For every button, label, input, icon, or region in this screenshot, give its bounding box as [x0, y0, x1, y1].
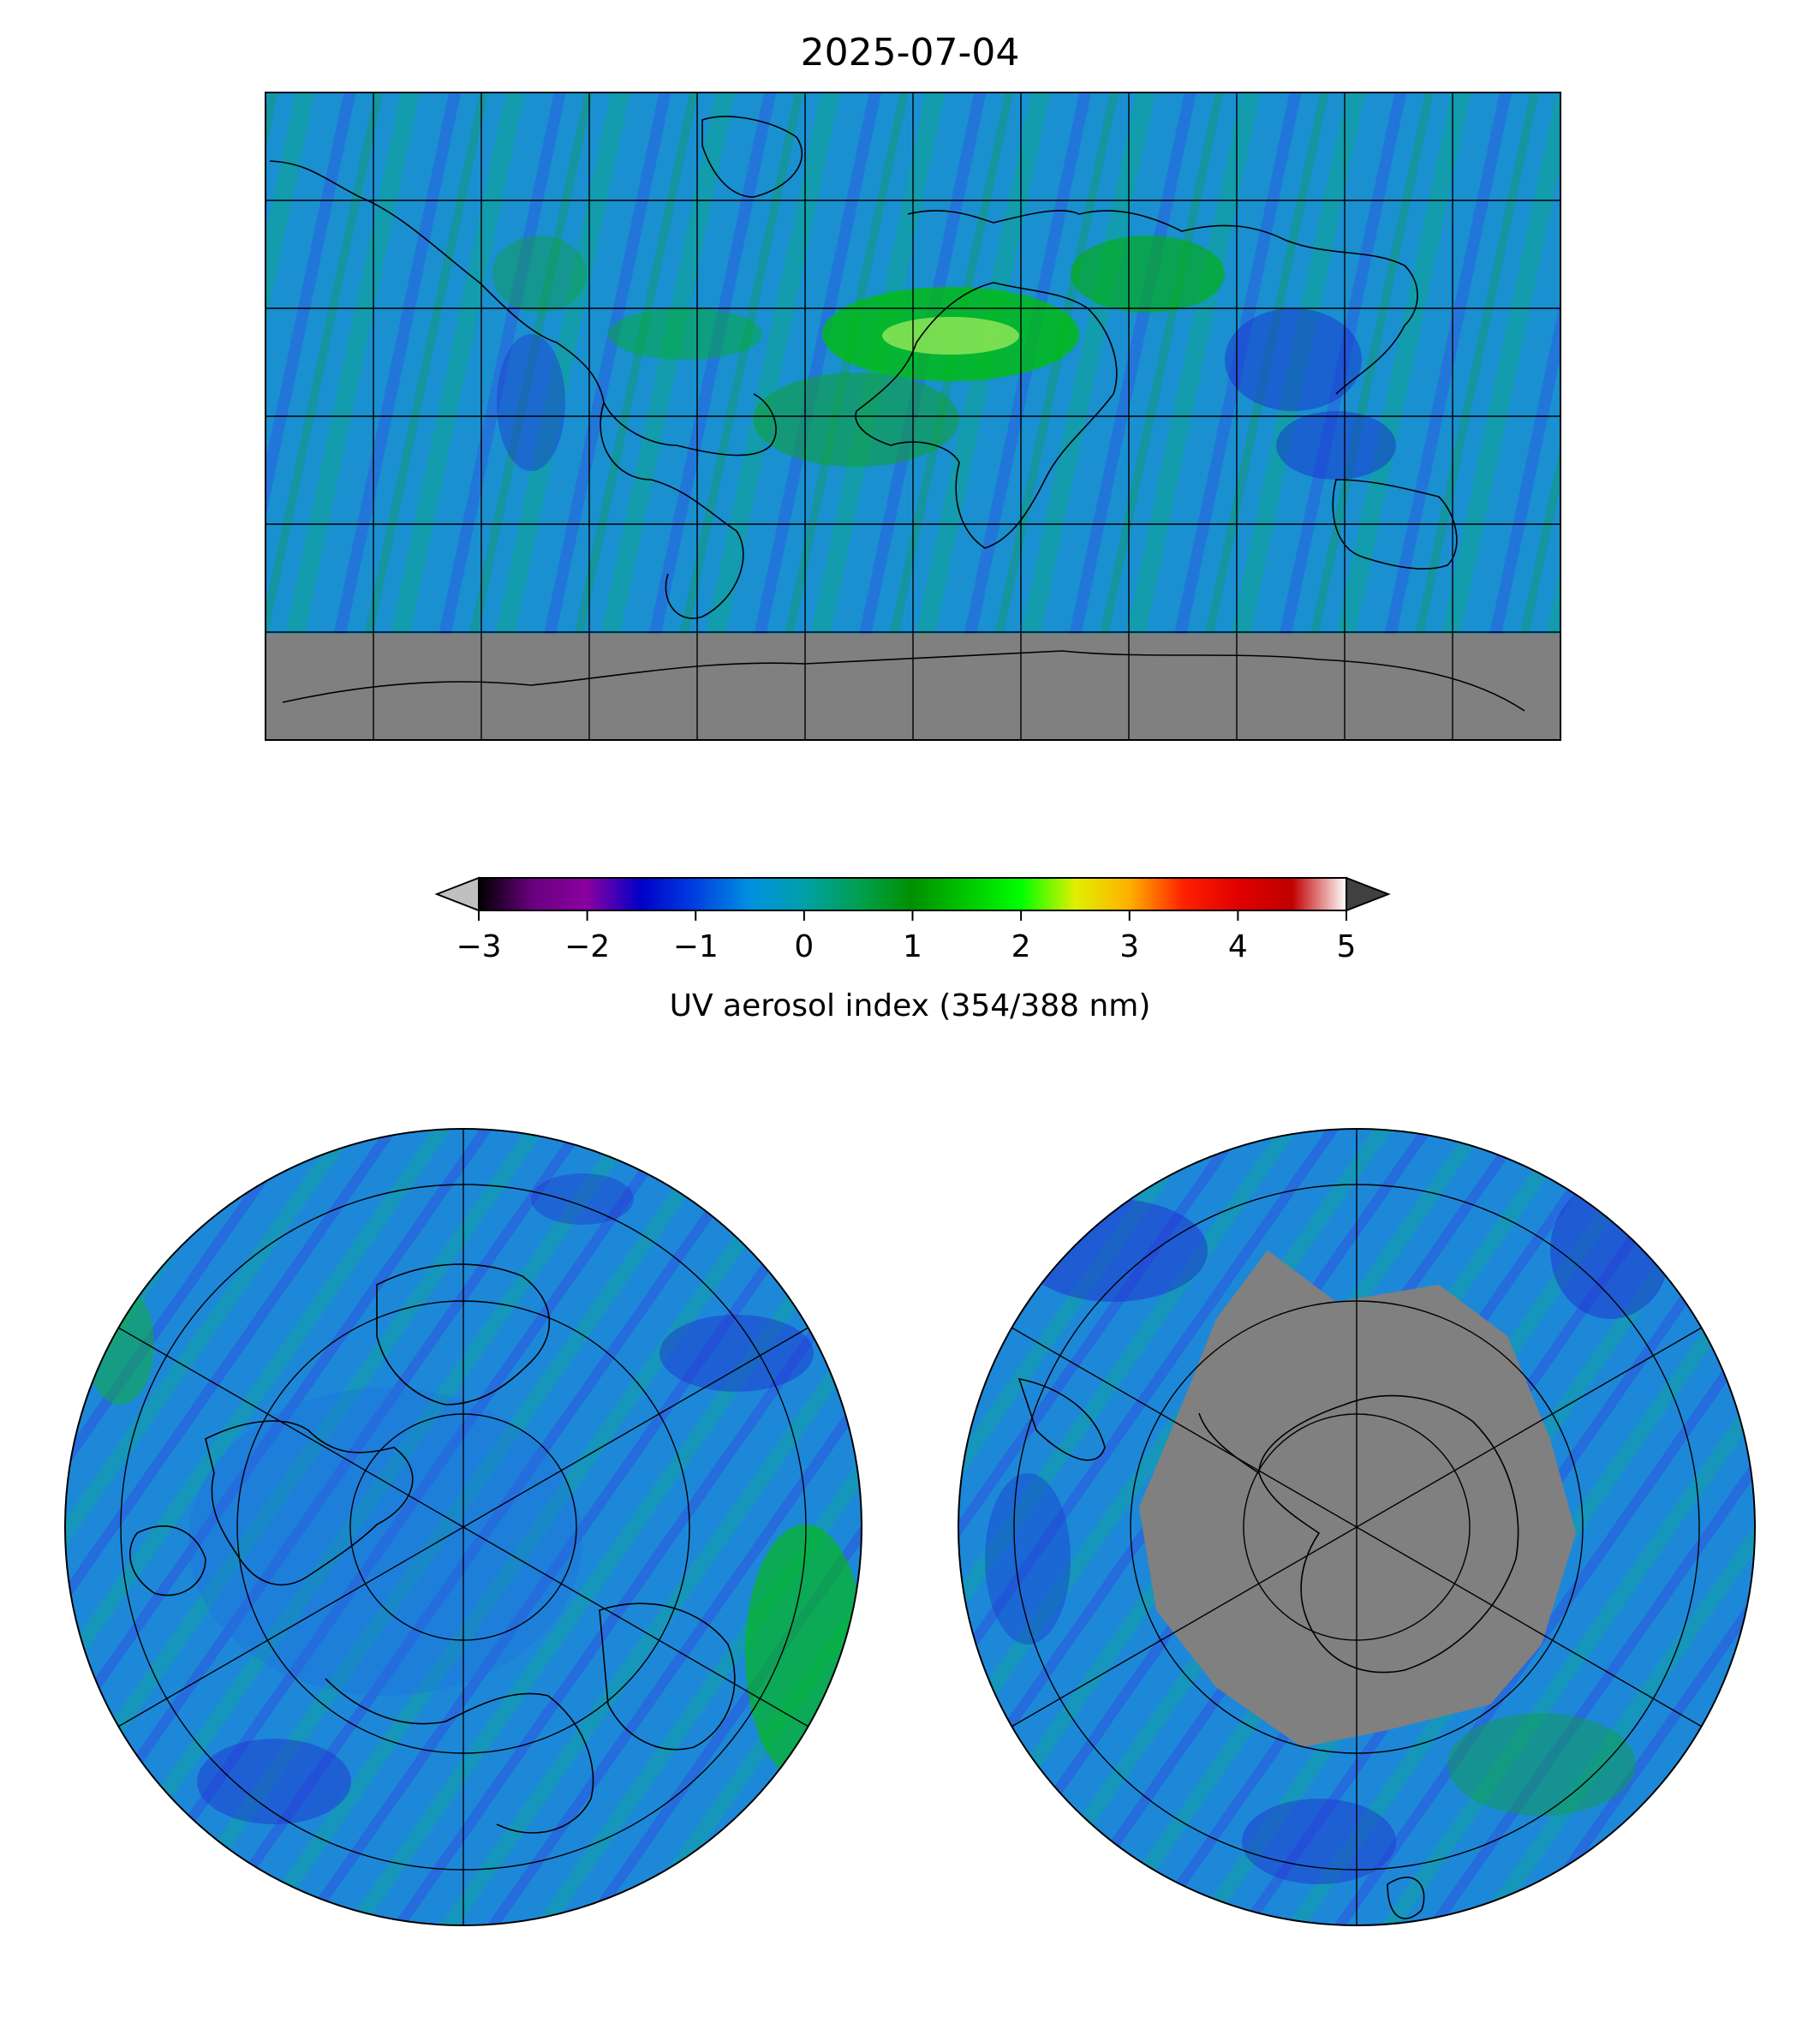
colorbar-tick-label: 1: [903, 929, 922, 964]
global-gridlines: [266, 92, 1560, 740]
north-low-aerosol-3: [531, 1173, 634, 1225]
colorbar-tick-label: 5: [1337, 929, 1357, 964]
north-low-aerosol-1: [197, 1739, 351, 1824]
colorbar-under-extension: [434, 876, 480, 912]
colorbar-tick-label: −1: [673, 929, 719, 964]
colorbar-label: UV aerosol index (354/388 nm): [669, 988, 1151, 1023]
dust-plume-core: [882, 317, 1019, 355]
colorbar-tick-label: 4: [1228, 929, 1248, 964]
colorbar-tick-label: −2: [564, 929, 610, 964]
south-no-data-region: [1139, 1250, 1576, 1747]
colorbar-tick-label: 0: [794, 929, 814, 964]
colorbar-tick-label: 3: [1119, 929, 1139, 964]
south-low-aerosol-2: [1550, 1182, 1670, 1319]
south-low-aerosol-4: [985, 1473, 1071, 1644]
low-aerosol-indonesia: [1276, 411, 1396, 480]
north-aerosol-green-west: [86, 1285, 154, 1405]
south-aerosol-green: [1447, 1713, 1636, 1816]
north-gridlines: [117, 1129, 809, 1925]
aerosol-atlantic-outflow: [608, 308, 762, 360]
dust-plume-middle-east: [1071, 236, 1225, 313]
north-low-aerosol-2: [659, 1315, 814, 1392]
low-aerosol-pacific: [497, 334, 565, 471]
colorbar: −3 −2 −1 0 1 2 3 4 5: [434, 876, 1391, 964]
map-title: 2025-07-04: [800, 31, 1020, 75]
north-aerosol-green-east: [745, 1525, 862, 1781]
south-map-frame: [958, 1128, 1756, 1926]
north-map-frame: [64, 1128, 862, 1926]
colorbar-tick-label: 2: [1011, 929, 1031, 964]
north-arctic-ocean: [188, 1387, 582, 1696]
colorbar-over-extension: [1346, 876, 1391, 912]
south-gridlines: [1011, 1129, 1703, 1925]
global-coastlines: [269, 116, 1525, 712]
north-polar-map: [64, 1128, 862, 1926]
south-low-aerosol-3: [1242, 1799, 1396, 1884]
south-polar-map: [958, 1128, 1756, 1926]
global-map-frame: [265, 92, 1561, 741]
colorbar-gradient: [478, 877, 1347, 911]
global-map: [265, 92, 1561, 741]
colorbar-tick-label: −3: [456, 929, 501, 964]
aerosol-north-america: [492, 236, 587, 313]
colorbar-ticks: −3 −2 −1 0 1 2 3 4 5: [456, 910, 1356, 964]
low-aerosol-asia: [1225, 308, 1362, 411]
south-coastlines: [1017, 1377, 1519, 1919]
